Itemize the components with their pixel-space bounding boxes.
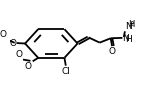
Text: H: H (128, 20, 134, 29)
Text: Cl: Cl (61, 67, 70, 76)
Text: H: H (126, 35, 132, 44)
Text: 2: 2 (130, 21, 134, 27)
Text: N: N (125, 22, 132, 31)
Text: O: O (109, 47, 116, 56)
Text: O: O (9, 39, 16, 48)
Text: O: O (0, 30, 6, 39)
Text: N: N (123, 34, 129, 43)
Text: O: O (15, 50, 22, 59)
Text: O: O (25, 62, 32, 71)
